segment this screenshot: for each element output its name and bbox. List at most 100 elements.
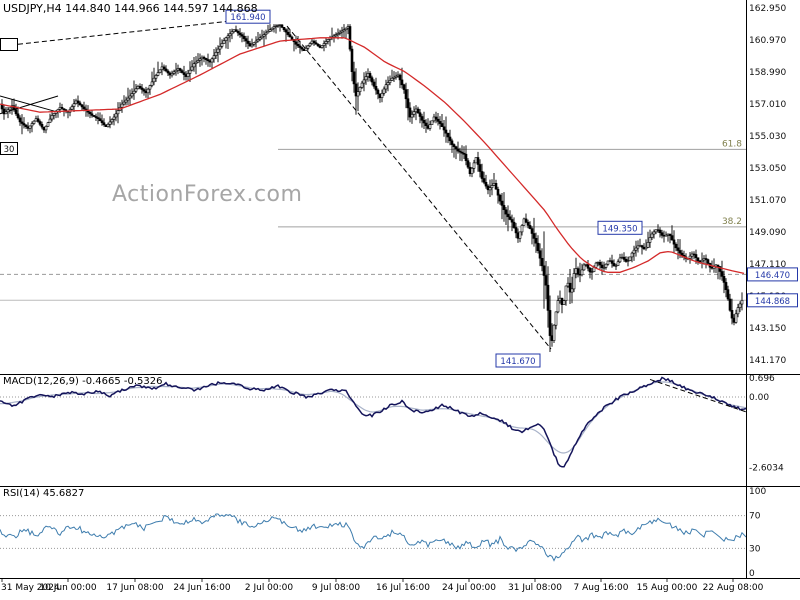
candle-body: [538, 250, 542, 259]
candle-body: [282, 26, 286, 30]
candle-body: [398, 74, 402, 81]
candle-body: [80, 104, 84, 108]
candle-body: [602, 267, 606, 269]
candle-body: [464, 153, 468, 161]
candle-body: [720, 271, 724, 277]
x-axis-label: 22 Aug 08:00: [703, 583, 764, 593]
candle-body: [648, 237, 652, 243]
candle-body: [36, 118, 40, 122]
candle-body: [248, 43, 252, 47]
candle-body: [606, 260, 610, 265]
candle-body: [640, 245, 644, 248]
candle-body: [138, 86, 142, 89]
candle-body: [258, 37, 262, 40]
swing-level-box: [225, 9, 271, 24]
candle-body: [718, 266, 722, 272]
candle-body: [580, 269, 584, 276]
moving-average-line: [0, 37, 745, 275]
x-axis-label: 9 Jul 08:00: [312, 583, 361, 593]
candle-body: [172, 71, 176, 74]
candle-body: [406, 98, 410, 109]
candle-body: [416, 108, 420, 114]
candle-body: [690, 253, 694, 257]
candle-body: [236, 30, 240, 34]
candle-body: [290, 36, 294, 40]
candle-body: [40, 124, 44, 128]
candle-body: [440, 123, 444, 128]
candle-body: [18, 117, 22, 123]
candle-body: [556, 300, 560, 313]
candle-body: [122, 101, 126, 105]
candle-body: [504, 209, 508, 215]
candle-body: [16, 113, 20, 119]
swing-level-label: 149.350: [602, 224, 637, 234]
candle-body: [372, 81, 376, 87]
price-tag-label: 146.470: [755, 271, 790, 281]
candle-body: [324, 41, 328, 44]
candle-body: [158, 69, 162, 73]
candle-body: [624, 258, 628, 262]
candle-body: [240, 34, 244, 37]
candle-body: [340, 30, 344, 33]
candle-body: [500, 200, 504, 206]
candle-body: [582, 264, 586, 271]
candle-body: [120, 103, 124, 108]
left-annotation-box: [0, 142, 18, 155]
candle-body: [306, 45, 310, 49]
candle-body: [336, 33, 340, 35]
candle-body: [374, 86, 378, 91]
candle-body: [528, 225, 532, 229]
price-axis-label: 141.170: [749, 356, 786, 366]
macd-line: [0, 376, 747, 468]
candle-body: [300, 47, 304, 50]
price-axis-label: 147.110: [749, 260, 786, 270]
candle-body: [4, 111, 8, 115]
candle-body: [480, 171, 484, 179]
x-axis-label: 31 Jul 08:00: [508, 583, 562, 593]
candle-body: [376, 89, 380, 95]
candle-body: [142, 89, 146, 92]
candle-body: [134, 88, 138, 92]
candle-body: [434, 116, 438, 120]
candle-body: [530, 228, 534, 234]
candle-body: [126, 97, 130, 101]
candle-body: [704, 258, 708, 260]
candle-body: [452, 144, 456, 148]
candle-body: [572, 273, 576, 290]
candle-body: [74, 100, 78, 105]
candle-body: [260, 35, 264, 39]
candle-body: [156, 72, 160, 76]
candle-body: [112, 116, 116, 120]
candle-body: [644, 246, 648, 250]
candle-body: [76, 100, 80, 104]
candle-body: [254, 40, 258, 43]
candle-body: [694, 254, 698, 259]
candle-body: [316, 43, 320, 47]
candle-body: [442, 126, 446, 131]
price-tag-label: 144.868: [755, 297, 790, 307]
rsi-title: RSI(14) 45.6827: [3, 488, 85, 499]
candle-body: [532, 233, 536, 239]
candle-body: [264, 32, 268, 35]
candle-body: [594, 262, 598, 268]
candle-body: [348, 26, 352, 50]
candle-body: [384, 84, 388, 90]
candle-body: [106, 124, 110, 128]
candle-body: [166, 70, 170, 74]
candle-body: [402, 84, 406, 90]
candle-body: [244, 38, 248, 42]
candle-body: [286, 31, 290, 35]
candle-body: [270, 27, 274, 31]
rsi-axis-label: 0: [749, 569, 755, 579]
candle-body: [360, 82, 364, 88]
candle-body: [234, 29, 238, 32]
candle-body: [342, 29, 346, 32]
price-axis-label: 155.030: [749, 132, 786, 142]
candle-body: [512, 221, 516, 228]
candle-body: [94, 116, 98, 118]
candle-body: [104, 124, 108, 127]
candle-body: [284, 29, 288, 33]
candle-body: [400, 79, 404, 86]
candle-body: [510, 219, 514, 223]
rsi-axis-label: 70: [749, 512, 761, 522]
